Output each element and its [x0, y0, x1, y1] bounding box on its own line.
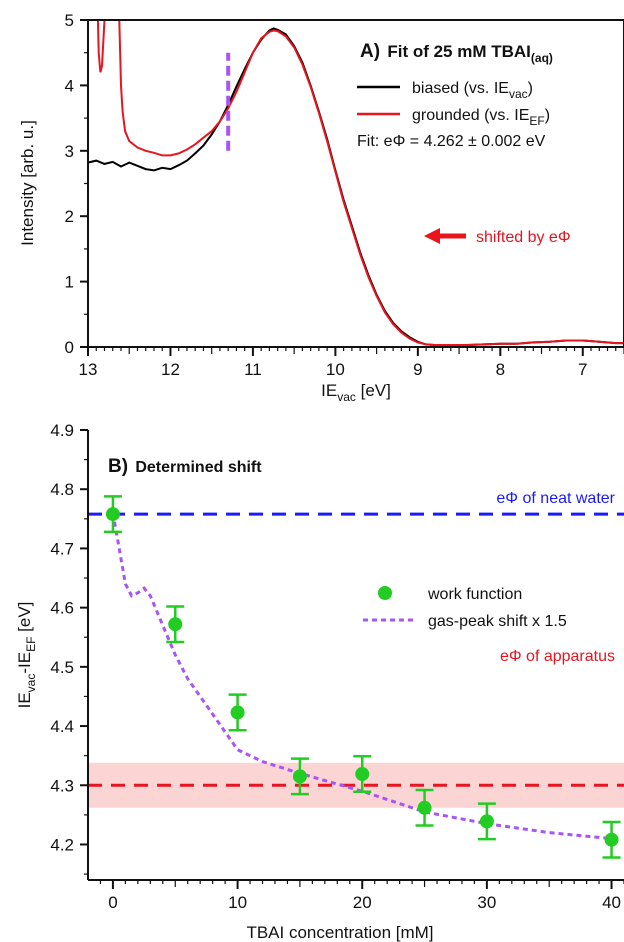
x-tick-label: 8 [496, 360, 505, 379]
legend-grounded-label: grounded (vs. IEEF) [412, 107, 550, 128]
data-point [477, 802, 496, 841]
gas-peak-shift-curve [111, 512, 612, 841]
y-tick-label: 4.5 [50, 658, 74, 677]
legend-biased-label: biased (vs. IEvac) [412, 80, 533, 101]
y-tick-label: 1 [65, 273, 74, 292]
x-tick-label: 10 [228, 893, 247, 912]
x-tick-label: 10 [326, 360, 345, 379]
y-tick-label: 4.2 [50, 835, 74, 854]
work-function-marker [604, 832, 619, 847]
shift-arrow-label: shifted by eΦ [476, 229, 571, 246]
y-tick-label: 0 [65, 338, 74, 357]
legend-work-function-label: work function [427, 586, 522, 603]
shift-arrow-head [424, 228, 440, 244]
y-tick-label: 3 [65, 142, 74, 161]
panel-b-y-axis-label: IEvac-IEEF [eV] [15, 602, 38, 709]
y-tick-label: 4.7 [50, 539, 74, 558]
work-function-marker [168, 617, 183, 632]
y-tick-label: 4.3 [50, 776, 74, 795]
y-tick-label: 4.8 [50, 480, 74, 499]
spectrum-line-0 [87, 27, 624, 346]
work-function-marker [417, 800, 432, 815]
neat-water-label: eΦ of neat water [496, 490, 615, 507]
y-tick-label: 4.4 [50, 717, 74, 736]
data-point [103, 495, 122, 534]
panel-a-title: A) Fit of 25 mM TBAI(aq) [360, 41, 553, 65]
x-tick-label: 40 [602, 893, 621, 912]
work-function-marker [479, 814, 494, 829]
data-point [166, 605, 185, 644]
apparatus-label: eΦ of apparatus [500, 648, 615, 665]
y-tick-label: 4.6 [50, 599, 74, 618]
panel-b-ticks: 0 10 20 30 40 4.2 4.3 4.4 4.5 4.6 4.7 4.8 4.9 [50, 421, 624, 912]
x-tick-label: 20 [353, 893, 372, 912]
data-point [602, 820, 621, 859]
panel-a-x-axis-label: IEvac [eV] [321, 381, 391, 404]
x-tick-label: 7 [578, 360, 587, 379]
spectrum-line-1 [96, 19, 624, 346]
x-tick-label: 13 [79, 360, 98, 379]
fit-result-text: Fit: eΦ = 4.262 ± 0.002 eV [357, 133, 546, 150]
panel-a-y-axis-label: Intensity [arb. u.] [18, 120, 37, 246]
work-function-marker [355, 767, 370, 782]
work-function-marker [105, 507, 120, 522]
panel-a-series [87, 19, 624, 346]
x-tick-label: 30 [477, 893, 496, 912]
panel-a-frame [87, 19, 624, 348]
work-function-marker [230, 705, 245, 720]
panel-b: 0 10 20 30 40 4.2 4.3 4.4 4.5 4.6 4.7 4.8 4.9 B) Det… [15, 421, 624, 942]
legend-work-function-marker [378, 586, 392, 600]
x-tick-label: 0 [108, 893, 117, 912]
data-point [290, 757, 309, 796]
panel-b-x-axis-label: TBAI concentration [mM] [246, 923, 433, 942]
data-point [228, 693, 247, 732]
panel-b-title: B) Determined shift [108, 456, 262, 477]
x-tick-label: 12 [161, 360, 180, 379]
work-function-marker [292, 769, 307, 784]
data-point [415, 788, 434, 827]
y-tick-label: 2 [65, 207, 74, 226]
y-tick-label: 5 [65, 11, 74, 30]
data-point [353, 755, 372, 794]
x-tick-label: 9 [413, 360, 422, 379]
y-tick-label: 4 [65, 76, 74, 95]
work-function-points [103, 495, 621, 859]
legend-gas-peak-label: gas-peak shift x 1.5 [428, 613, 567, 630]
y-tick-label: 4.9 [50, 421, 74, 440]
x-tick-label: 11 [244, 360, 262, 379]
